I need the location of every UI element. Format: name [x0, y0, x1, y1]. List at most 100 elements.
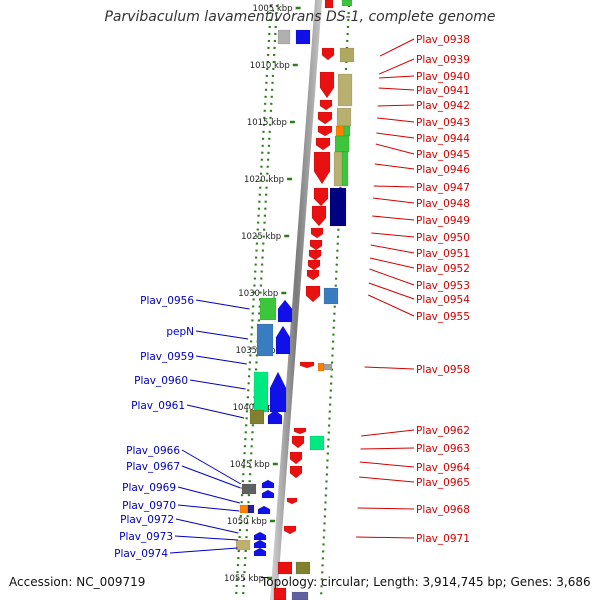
- gene-leader-line: [370, 244, 415, 254]
- gene-label-right: Plav_0950: [416, 232, 470, 244]
- gene-leader-line: [177, 504, 240, 512]
- gene-label-right: Plav_0947: [416, 182, 470, 194]
- gene-label-left: Plav_0960: [134, 375, 188, 387]
- genome-backbone: [270, 0, 322, 600]
- gene-leader-line: [371, 232, 415, 238]
- scale-tick-label: 1025 kbp: [241, 232, 281, 242]
- gene-feature-block: [324, 0, 334, 9]
- gene-leader-line: [181, 465, 241, 489]
- gene-leader-line: [364, 366, 415, 370]
- gene-feature-arrow: [261, 489, 275, 499]
- gene-leader-line: [169, 547, 238, 554]
- gene-leader-line: [174, 535, 239, 541]
- gene-label-left: pepN: [166, 326, 194, 338]
- gene-label-right: Plav_0962: [416, 425, 470, 437]
- gene-feature-arrow: [286, 497, 298, 505]
- gene-feature-arrow: [307, 259, 321, 271]
- gene-feature-block: [239, 504, 249, 514]
- gene-leader-line: [369, 268, 415, 286]
- gene-feature-block: [273, 587, 287, 600]
- gene-leader-line: [360, 447, 415, 450]
- gene-leader-line: [369, 257, 415, 269]
- scale-tick-label: 1055 kbp: [224, 574, 264, 584]
- gene-leader-line: [175, 518, 239, 534]
- scale-tick-label: 1015 kbp: [247, 118, 287, 128]
- gene-feature-block: [241, 483, 257, 495]
- gene-feature-block: [341, 151, 349, 187]
- gene-feature-block: [335, 125, 345, 137]
- gene-feature-arrow: [289, 465, 303, 479]
- gene-feature-arrow: [310, 227, 324, 239]
- gene-feature-block: [336, 107, 352, 127]
- gene-feature-arrow: [319, 99, 333, 111]
- gene-feature-block: [291, 591, 309, 600]
- gene-feature-arrow: [253, 547, 267, 557]
- gene-leader-line: [373, 197, 415, 204]
- gene-label-right: Plav_0953: [416, 280, 470, 292]
- gene-feature-block: [323, 287, 339, 305]
- gene-label-right: Plav_0948: [416, 198, 470, 210]
- gene-feature-block: [317, 362, 325, 372]
- gene-leader-line: [186, 404, 245, 419]
- gene-feature-arrow: [253, 531, 267, 541]
- gene-feature-block: [295, 561, 311, 575]
- gene-leader-line: [357, 507, 415, 510]
- scale-tick-label: 1040 kbp: [233, 403, 273, 413]
- gene-feature-arrow: [291, 435, 305, 449]
- gene-feature-block: [249, 409, 265, 425]
- scale-tick-label: 1045 kbp: [230, 460, 270, 470]
- gene-label-right: Plav_0943: [416, 117, 470, 129]
- gene-feature-block: [256, 323, 274, 357]
- gene-leader-line: [359, 476, 415, 483]
- gene-label-right: Plav_0958: [416, 364, 470, 376]
- gene-feature-arrow: [317, 125, 333, 137]
- gene-feature-arrow: [306, 269, 320, 281]
- gene-leader-line: [195, 330, 249, 340]
- gene-leader-line: [375, 143, 415, 155]
- scale-tick-label: 1035 kbp: [235, 346, 275, 356]
- gene-feature-arrow: [275, 325, 291, 355]
- gene-feature-block: [259, 297, 277, 321]
- accession-text: Accession: NC_009719: [9, 575, 146, 589]
- gene-feature-arrow: [313, 151, 331, 185]
- gene-label-left: Plav_0969: [122, 482, 176, 494]
- gene-label-right: Plav_0949: [416, 215, 470, 227]
- gene-leader-line: [368, 294, 415, 317]
- gene-label-left: Plav_0972: [120, 514, 174, 526]
- inner-left-dotted-ruler: [241, 4, 279, 599]
- gene-feature-arrow: [283, 525, 297, 535]
- gene-feature-arrow: [308, 249, 322, 261]
- gene-leader-line: [379, 38, 415, 57]
- gene-label-right: Plav_0963: [416, 443, 470, 455]
- gene-label-right: Plav_0945: [416, 149, 470, 161]
- gene-leader-line: [376, 132, 415, 139]
- gene-feature-block: [337, 73, 353, 107]
- gene-label-left: Plav_0974: [114, 548, 168, 560]
- gene-leader-line: [181, 449, 242, 485]
- gene-feature-block: [339, 47, 355, 63]
- gene-feature-block: [277, 29, 291, 45]
- gene-feature-block: [247, 504, 255, 514]
- gene-feature-arrow: [309, 239, 323, 251]
- gene-feature-arrow: [267, 409, 283, 425]
- gene-feature-block: [341, 0, 353, 7]
- gene-feature-arrow: [293, 427, 307, 435]
- gene-label-right: Plav_0939: [416, 54, 470, 66]
- gene-label-right: Plav_0941: [416, 85, 470, 97]
- gene-feature-arrow: [315, 137, 331, 151]
- gene-label-right: Plav_0952: [416, 263, 470, 275]
- gene-feature-arrow: [289, 451, 303, 465]
- gene-label-right: Plav_0944: [416, 133, 470, 145]
- gene-label-left: Plav_0973: [119, 531, 173, 543]
- gene-label-right: Plav_0965: [416, 477, 470, 489]
- gene-label-right: Plav_0954: [416, 294, 470, 306]
- gene-label-right: Plav_0968: [416, 504, 470, 516]
- gene-leader-line: [378, 87, 415, 91]
- gene-feature-arrow: [311, 205, 327, 227]
- gene-label-left: Plav_0956: [140, 295, 194, 307]
- gene-feature-block: [235, 539, 251, 551]
- gene-label-right: Plav_0955: [416, 311, 470, 323]
- gene-leader-line: [195, 355, 247, 365]
